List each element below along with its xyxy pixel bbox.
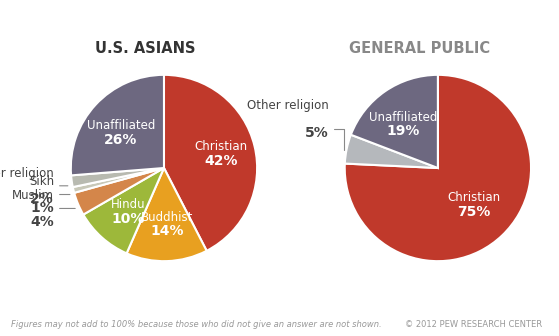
Text: 2%: 2% <box>30 192 54 206</box>
Text: 26%: 26% <box>104 133 138 147</box>
Text: Buddhist: Buddhist <box>141 211 193 224</box>
Text: 19%: 19% <box>387 124 420 138</box>
Wedge shape <box>71 75 164 175</box>
Text: 5%: 5% <box>305 126 329 140</box>
Wedge shape <box>164 75 257 251</box>
Text: 4%: 4% <box>30 214 54 228</box>
Wedge shape <box>71 168 164 187</box>
Wedge shape <box>83 168 164 253</box>
Wedge shape <box>127 168 207 261</box>
Wedge shape <box>74 168 164 215</box>
Text: Hindu: Hindu <box>111 198 146 211</box>
Text: Muslim: Muslim <box>12 190 54 202</box>
Wedge shape <box>73 168 164 193</box>
Text: Other religion: Other religion <box>0 167 54 180</box>
Text: Figures may not add to 100% because those who did not give an answer are not sho: Figures may not add to 100% because thos… <box>11 320 382 329</box>
Text: 10%: 10% <box>112 212 145 225</box>
Text: 75%: 75% <box>457 205 491 219</box>
Text: Unaffiliated: Unaffiliated <box>87 119 155 132</box>
Text: 14%: 14% <box>151 224 184 238</box>
Text: 1%: 1% <box>30 201 54 215</box>
Wedge shape <box>345 135 438 168</box>
Text: © 2012 PEW RESEARCH CENTER: © 2012 PEW RESEARCH CENTER <box>405 320 542 329</box>
Text: Christian: Christian <box>448 191 501 204</box>
Wedge shape <box>345 75 531 261</box>
Text: Unaffiliated: Unaffiliated <box>369 111 438 124</box>
Title: GENERAL PUBLIC: GENERAL PUBLIC <box>349 41 490 55</box>
Wedge shape <box>351 75 438 168</box>
Text: Other religion: Other religion <box>247 99 329 112</box>
Text: Sikh: Sikh <box>29 175 54 188</box>
Text: 42%: 42% <box>204 154 238 168</box>
Text: Christian: Christian <box>195 140 248 153</box>
Title: U.S. ASIANS: U.S. ASIANS <box>95 41 196 55</box>
